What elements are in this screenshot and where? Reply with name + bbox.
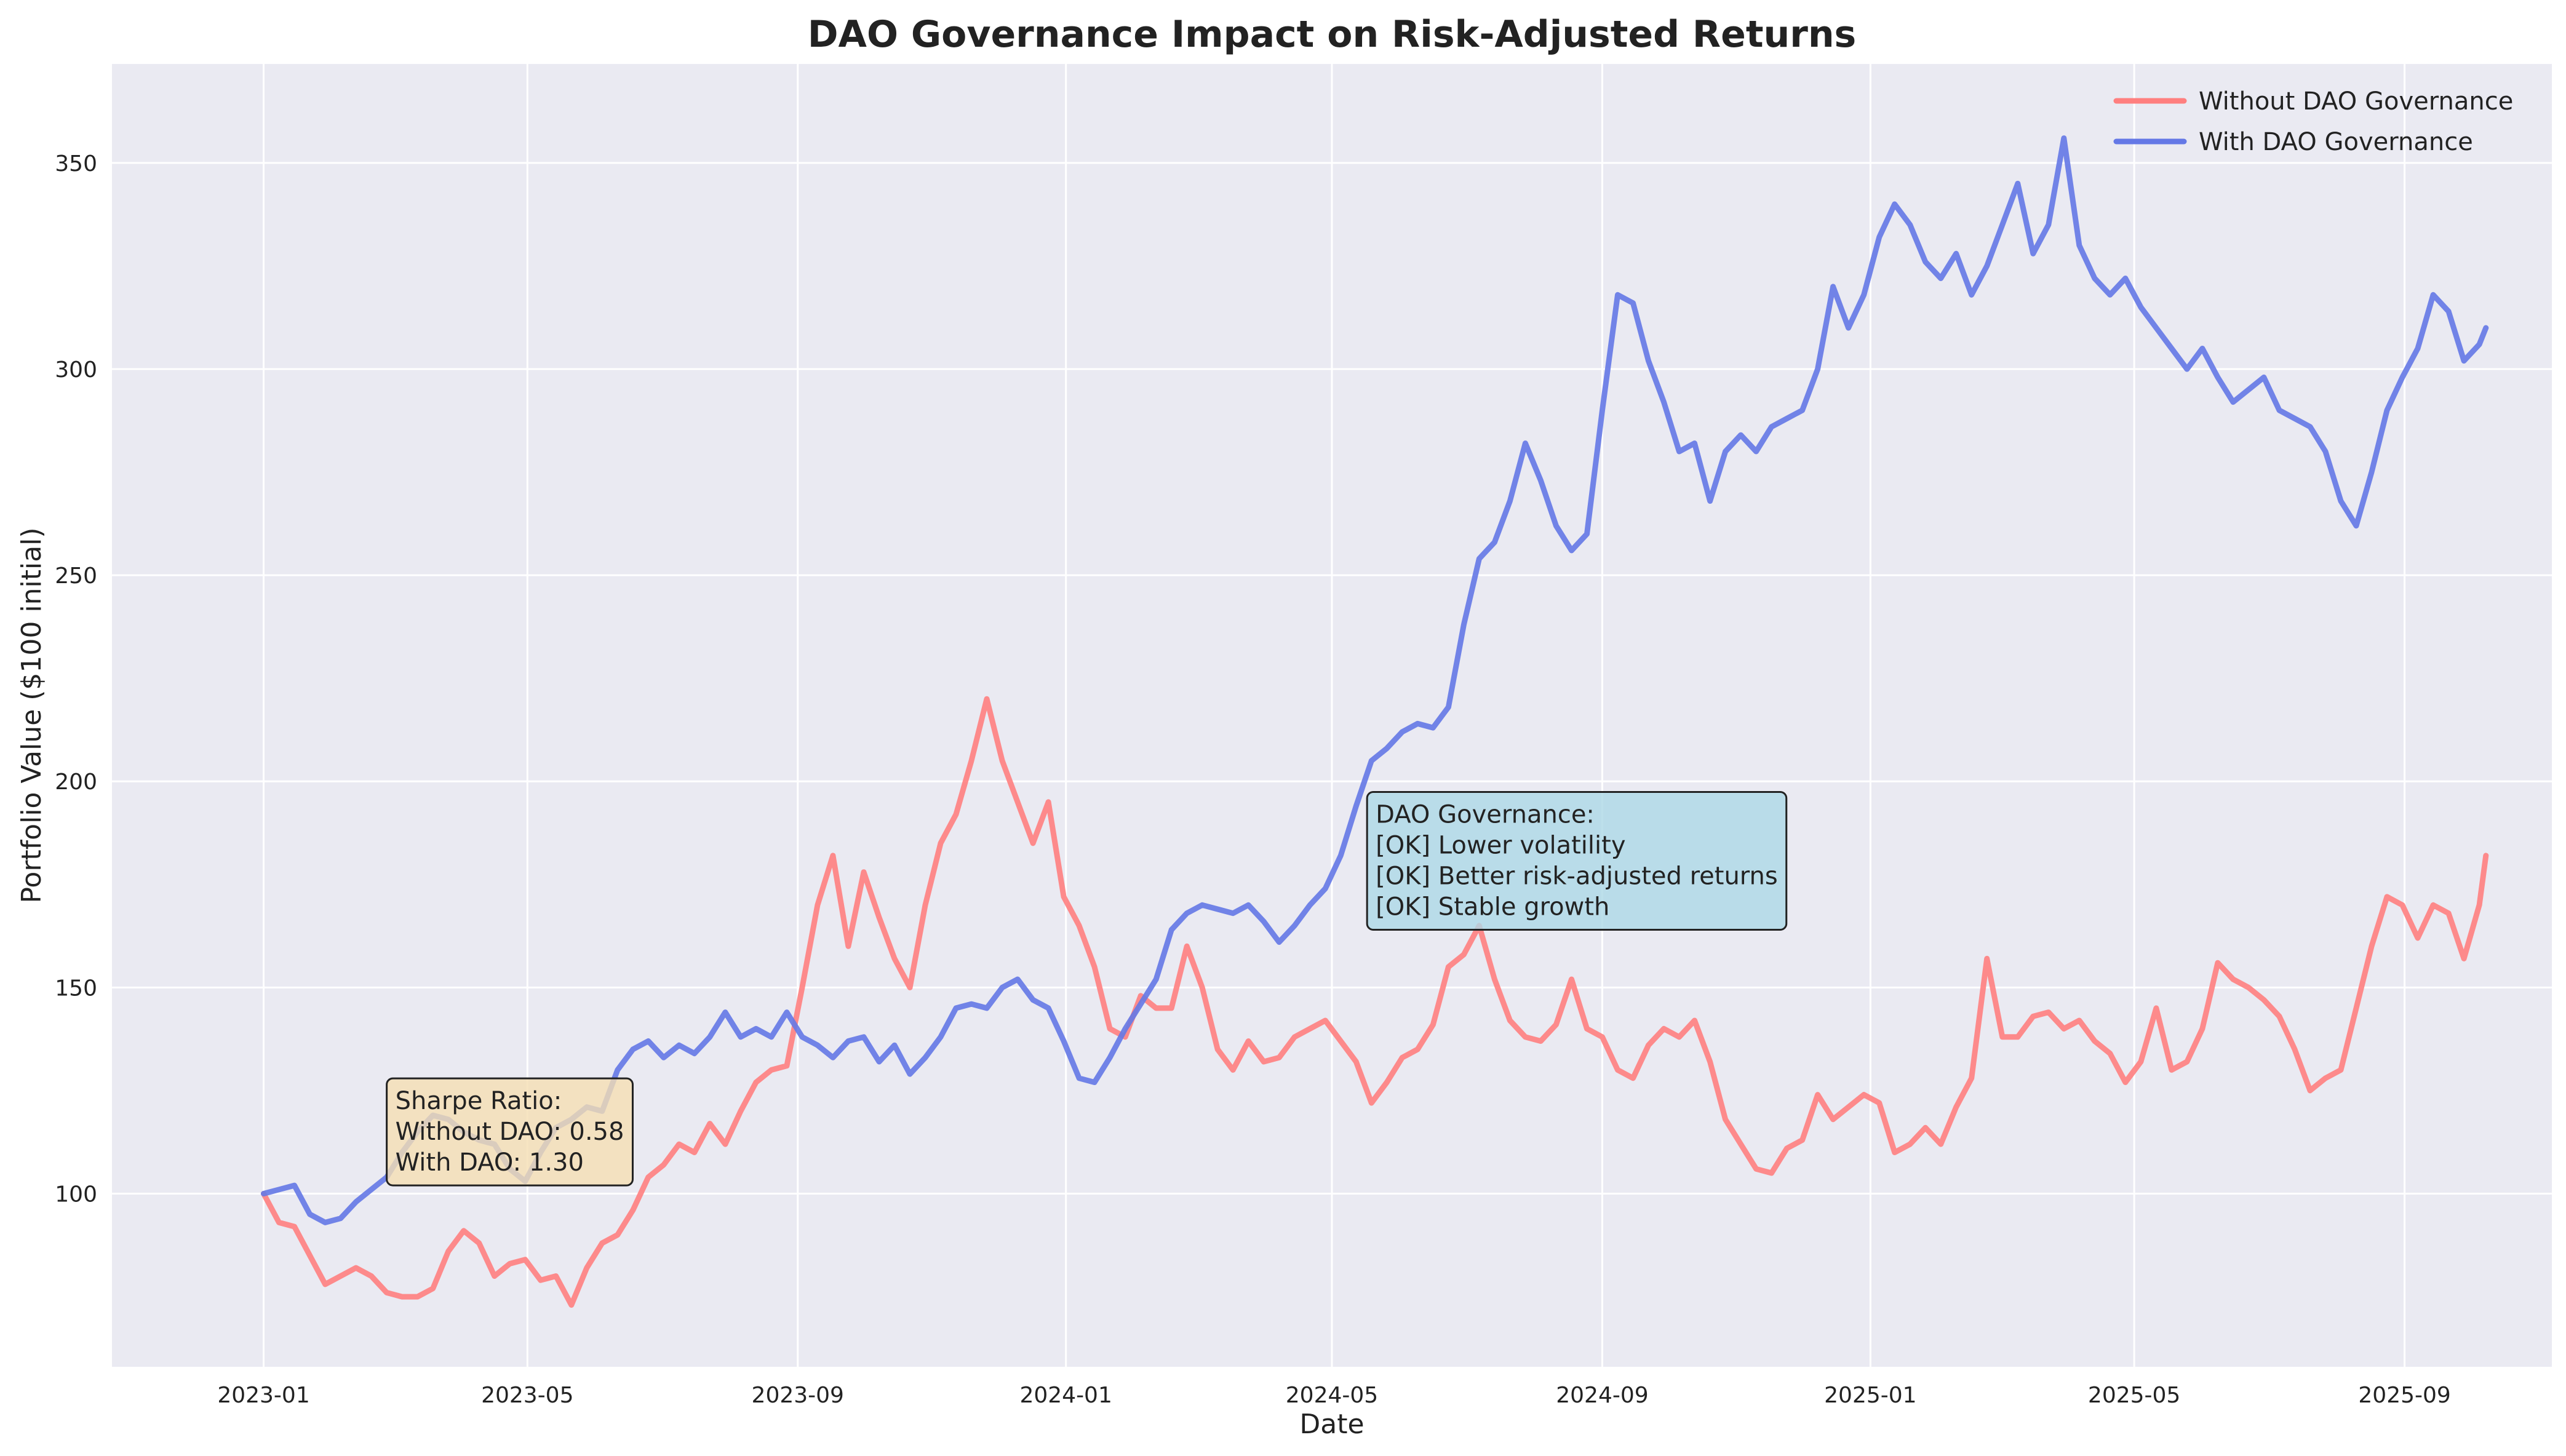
dao-box: DAO Governance:[OK] Lower volatility[OK]… — [1366, 791, 1788, 931]
x-axis-label: Date — [1299, 1409, 1364, 1440]
grid-lines — [112, 64, 2552, 1367]
series-layer — [261, 135, 2489, 1308]
x-tick-label: 2024-09 — [1556, 1383, 1648, 1408]
dao-box-line: [OK] Lower volatility — [1376, 832, 1625, 860]
x-tick-label: 2024-05 — [1286, 1383, 1378, 1408]
legend-label: With DAO Governance — [2199, 128, 2473, 156]
series-line-1 — [261, 696, 2489, 1308]
x-tick-label: 2024-01 — [1019, 1383, 1112, 1408]
x-tick-label: 2025-05 — [2088, 1383, 2180, 1408]
dao-box-box — [1366, 791, 1788, 931]
legend-label: Without DAO Governance — [2199, 87, 2513, 116]
y-tick-label: 100 — [55, 1182, 97, 1207]
dao-box-line: [OK] Better risk-adjusted returns — [1376, 862, 1778, 891]
y-tick-label: 350 — [55, 151, 97, 177]
y-tick-label: 250 — [55, 563, 97, 589]
y-tick-label: 150 — [55, 976, 97, 1001]
y-axis-label: Portfolio Value ($100 initial) — [16, 527, 47, 903]
sharpe-box-line: Without DAO: 0.58 — [396, 1118, 624, 1146]
sharpe-box-box — [386, 1077, 634, 1187]
x-tick-label: 2025-01 — [1824, 1383, 1916, 1408]
chart-title: DAO Governance Impact on Risk-Adjusted R… — [808, 13, 1857, 56]
sharpe-box-line: Sharpe Ratio: — [396, 1087, 562, 1115]
y-tick-label: 200 — [55, 770, 97, 795]
x-tick-label: 2023-01 — [217, 1383, 309, 1408]
series-line-2 — [261, 135, 2489, 1225]
x-tick-label: 2025-09 — [2358, 1383, 2450, 1408]
sharpe-box-line: With DAO: 1.30 — [396, 1148, 584, 1177]
x-tick-label: 2023-05 — [481, 1383, 573, 1408]
x-tick-label: 2023-09 — [752, 1383, 844, 1408]
dao-box-line: [OK] Stable growth — [1376, 893, 1609, 921]
y-axis-ticks: 100 150 200 250 300 350 — [55, 151, 97, 1207]
y-tick-label: 300 — [55, 357, 97, 383]
x-axis-ticks: 2023-01 2023-05 2023-09 2024-01 2024-05 2024-… — [217, 1383, 2450, 1408]
dao-box-line: DAO Governance: — [1376, 801, 1595, 829]
legend: Without DAO Governance With DAO Governanc… — [2113, 87, 2513, 156]
